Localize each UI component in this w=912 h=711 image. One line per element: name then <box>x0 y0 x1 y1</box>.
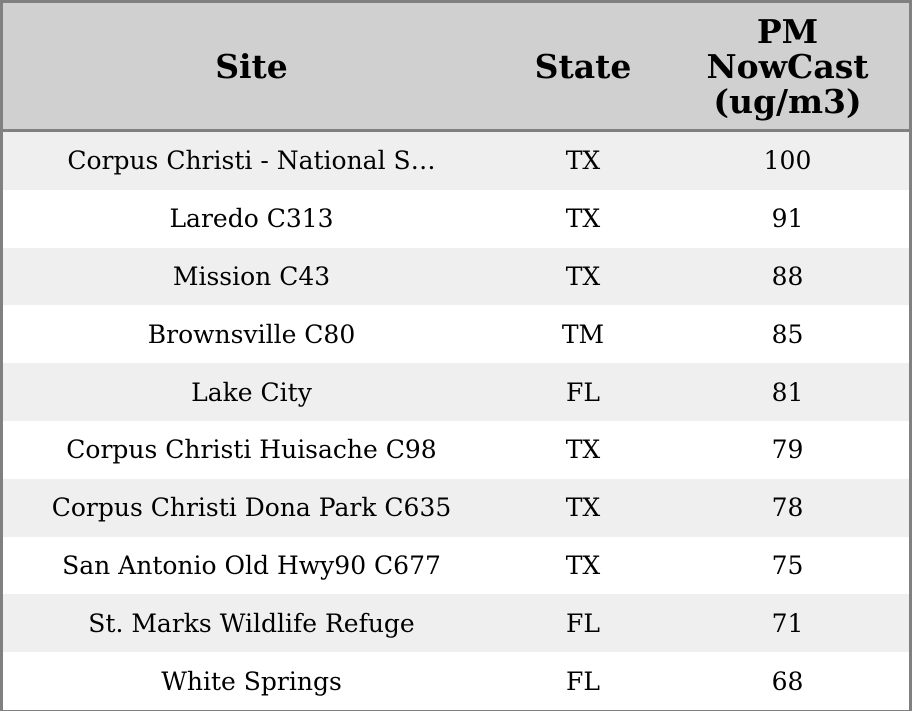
header-text: PM NowCast (ug/m3) <box>706 11 869 121</box>
table-row: Lake City FL 81 <box>3 363 909 421</box>
table-row: Corpus Christi - National S… TX 100 <box>3 130 909 190</box>
header-cell: PM NowCast (ug/m3) <box>666 3 909 132</box>
table-row: Corpus Christi Dona Park C635 TX 78 <box>3 478 909 537</box>
table-row: Mission C43 TX 88 <box>3 247 909 306</box>
table-row: Brownsville C80 TM 85 <box>3 305 909 364</box>
table-cell: FL <box>500 363 666 421</box>
header-text: Site <box>215 46 288 86</box>
table-cell: 75 <box>666 536 909 595</box>
table-cell: White Springs <box>3 652 500 710</box>
table-row: San Antonio Old Hwy90 C677 TX 75 <box>3 536 909 595</box>
table-row: Laredo C313 TX 91 <box>3 189 909 248</box>
table-row: White Springs FL 68 <box>3 652 909 710</box>
table-cell: 78 <box>666 478 909 537</box>
table-header: Site State PM NowCast (ug/m3) <box>3 3 909 132</box>
table-cell: Corpus Christi Huisache C98 <box>3 420 500 479</box>
table-cell: 71 <box>666 594 909 653</box>
table-cell: 79 <box>666 420 909 479</box>
table-cell: TX <box>500 420 666 479</box>
table-cell: TM <box>500 305 666 364</box>
table-cell: Lake City <box>3 363 500 421</box>
table-cell: TX <box>500 478 666 537</box>
table-cell: 68 <box>666 652 909 710</box>
table-cell: St. Marks Wildlife Refuge <box>3 594 500 653</box>
header-row: Site State PM NowCast (ug/m3) <box>3 3 909 132</box>
table-cell: 100 <box>666 130 909 190</box>
table-body: Corpus Christi - National S… TX 100 Laredo … <box>3 130 909 710</box>
table-cell: TX <box>500 189 666 248</box>
table-cell: San Antonio Old Hwy90 C677 <box>3 536 500 595</box>
header-cell: Site <box>3 3 500 132</box>
table-row: St. Marks Wildlife Refuge FL 71 <box>3 594 909 653</box>
table-cell: FL <box>500 594 666 653</box>
table-cell: 85 <box>666 305 909 364</box>
table-cell: FL <box>500 652 666 710</box>
table-cell: TX <box>500 536 666 595</box>
table-cell: 81 <box>666 363 909 421</box>
table-cell: TX <box>500 247 666 306</box>
header-cell: State <box>500 3 666 132</box>
table-cell: TX <box>500 130 666 190</box>
table-cell: 88 <box>666 247 909 306</box>
table-row: Corpus Christi Huisache C98 TX 79 <box>3 420 909 479</box>
table-cell: Brownsville C80 <box>3 305 500 364</box>
table-cell: Laredo C313 <box>3 189 500 248</box>
table-cell: Mission C43 <box>3 247 500 306</box>
data-table: Site State PM NowCast (ug/m3) Corpus Chris… <box>3 3 909 710</box>
header-text: State <box>534 46 632 86</box>
table-cell: 91 <box>666 189 909 248</box>
table-cell: Corpus Christi Dona Park C635 <box>3 478 500 537</box>
table-cell: Corpus Christi - National S… <box>3 130 500 190</box>
